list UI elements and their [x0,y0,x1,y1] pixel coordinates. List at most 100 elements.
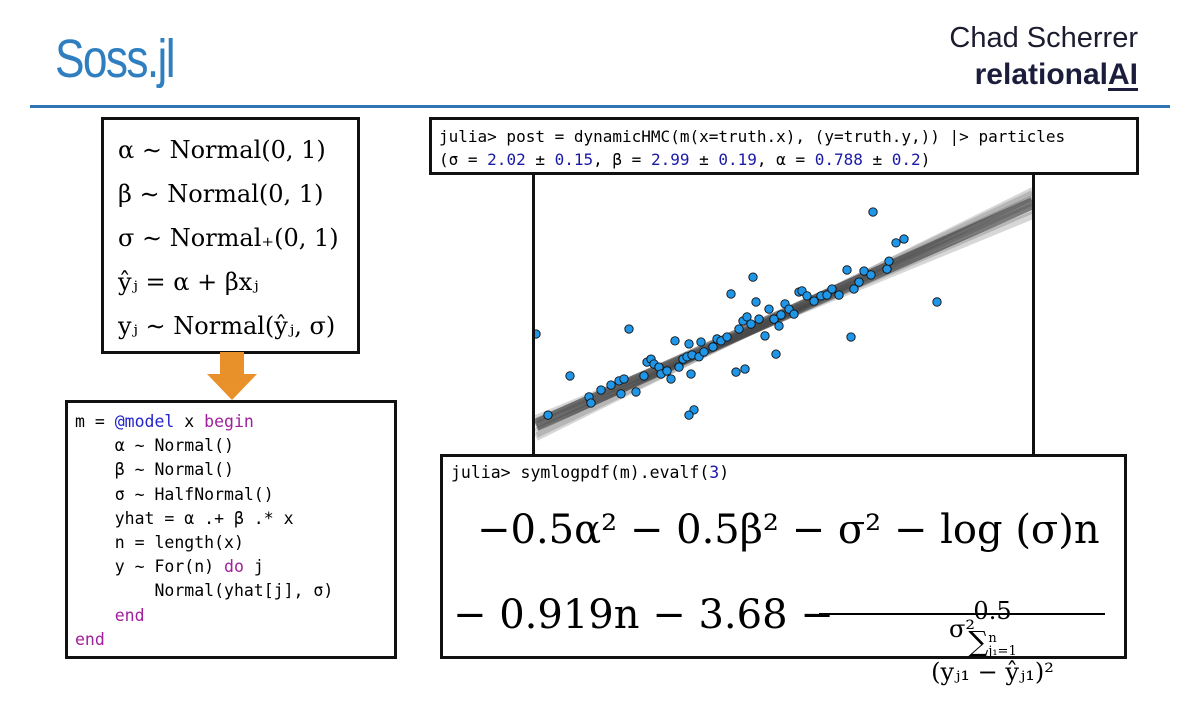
code-token: σ ~ HalfNormal() [75,484,274,504]
point [742,312,752,322]
num-coef: 0.5 [973,597,1012,625]
code-token: ± [862,150,892,169]
code-line: m = @model x begin [75,410,394,434]
point [764,304,774,314]
points [532,207,942,420]
point [891,238,901,248]
point [809,296,819,306]
point [731,367,741,377]
fraction: 0.5 ∑n j₁=1 (yⱼ₁ − ŷⱼ₁)² σ² [819,569,1105,686]
arrow-shaft [220,352,244,376]
formula-line: − 0.919n − 3.68 − [453,592,834,638]
point [740,364,750,374]
formula-line: −0.5α² − 0.5β² − σ² − log (σ)n [477,507,1100,553]
code-token: end [114,605,145,625]
point [882,264,892,274]
point [746,319,756,329]
point [849,284,859,294]
company: relationalAI [975,58,1138,92]
slide: Soss.jl Chad Scherrer relationalAI α ∼ N… [30,22,1170,686]
point [639,371,649,381]
math-line: β ∼ Normal(0, 1) [118,180,324,208]
code-token: yhat = α .+ β .* x [75,508,294,528]
point [802,291,812,301]
company-part: AI [1108,58,1138,91]
code-token: 2.02 [487,150,526,169]
code-token: end [75,629,105,649]
code-token: julia> symlogpdf(m).evalf( [451,463,710,482]
scatter-plot [532,175,1035,454]
math-line: ŷⱼ = α + βxⱼ [118,268,259,296]
num-upper: n [988,630,997,646]
code-token: ) [920,150,931,169]
repl-bottom: julia> symlogpdf(m).evalf(3) −0.5α² − 0.… [440,454,1127,686]
code-token: Normal(yhat[j], σ) [75,581,334,601]
code-line: end [75,604,394,628]
code-token: , β = [593,150,651,169]
code-token: do [224,557,244,577]
point [684,410,694,420]
point [834,290,844,300]
code-line: yhat = α .+ β .* x [75,507,394,531]
num-lower: j₁=1 [988,643,1017,659]
num-body: (yⱼ₁ − ŷⱼ₁)² [931,658,1054,686]
header-rule [30,105,1170,108]
point [684,339,694,349]
code-token: 0.15 [554,150,594,169]
code-token: @model [114,412,175,431]
code-token: 0.2 [891,150,921,169]
code-token: β ~ Normal() [75,460,234,480]
point [932,297,942,307]
code-token [75,606,115,625]
code-line: y ~ For(n) do j [75,555,394,579]
point [769,314,779,324]
point [662,366,672,376]
point [854,277,864,287]
code-token: ± [525,150,555,169]
point [543,410,553,420]
denominator: σ² [948,615,975,643]
point [866,270,876,280]
arrow-head [207,374,257,400]
point [686,369,696,379]
point [899,234,909,244]
point [868,207,878,217]
company-part: relational [974,58,1108,91]
code-token: , α = [756,150,815,169]
code-token: x [174,412,205,431]
point [842,265,852,275]
point [771,349,781,359]
point [708,342,718,352]
code-line: end [75,628,394,652]
point [822,290,832,300]
author: Chad Scherrer [949,22,1138,54]
numerator: 0.5 ∑n j₁=1 (yⱼ₁ − ŷⱼ₁)² [819,569,1105,686]
code-token: begin [204,412,254,431]
code-line: julia> post = dynamicHMC(m(x=truth.x), (… [439,125,1136,148]
point [827,284,837,294]
point [606,380,616,390]
code-token: y ~ For(n) [75,557,225,577]
point [859,266,869,276]
code-token: (σ = [439,150,488,169]
point [631,387,641,397]
point [754,314,764,324]
point [748,272,758,282]
code-token: m = [75,412,115,431]
point [586,398,596,408]
point [565,371,575,381]
math-line: α ∼ Normal(0, 1) [118,136,326,164]
fraction-bar [819,613,1105,615]
repl-top: julia> post = dynamicHMC(m(x=truth.x), (… [429,117,1139,175]
point [760,331,770,341]
point [846,332,856,342]
point [619,374,629,384]
model-math-box: α ∼ Normal(0, 1) β ∼ Normal(0, 1) σ ∼ Norm… [101,117,360,354]
repl-prompt: julia> symlogpdf(m).evalf(3) [451,463,1124,482]
slide-title: Soss.jl [55,29,176,89]
point [670,336,680,346]
code-token: n = length(x) [75,533,244,553]
arrow [207,352,257,400]
num-sum: ∑ [968,625,989,658]
code-token: ) [719,463,730,482]
